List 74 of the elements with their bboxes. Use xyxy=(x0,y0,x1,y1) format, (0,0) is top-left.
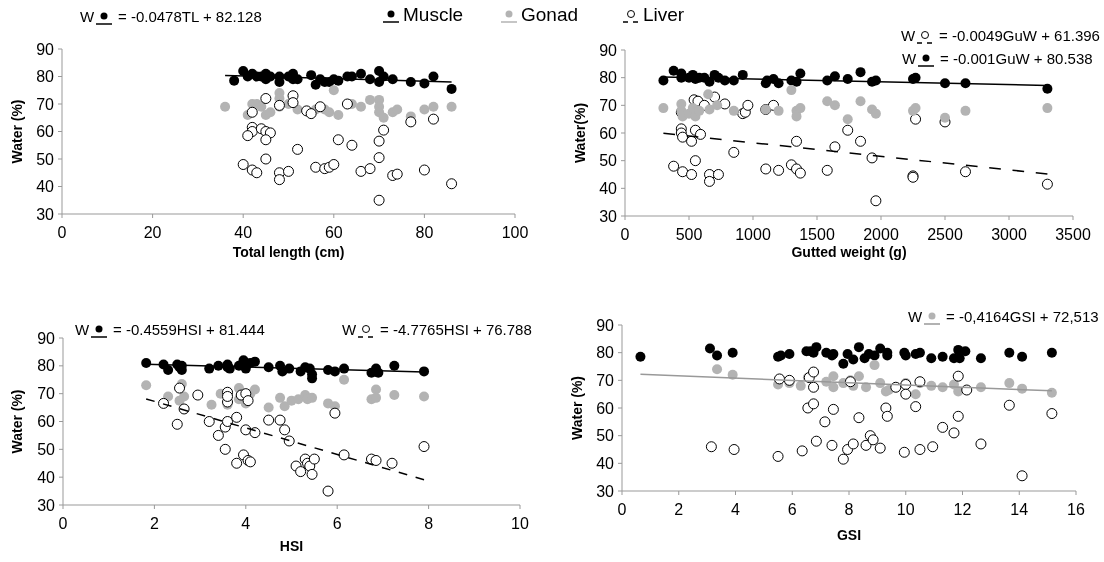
y-axis-title: Water (%) xyxy=(9,99,25,164)
y-tick-label: 40 xyxy=(596,454,615,472)
y-tick-label: 40 xyxy=(599,179,618,197)
y-tick-label: 60 xyxy=(37,413,56,430)
x-tick-label: 10 xyxy=(511,515,529,532)
y-tick-label: 90 xyxy=(599,41,618,59)
y-axis-title: Water (%) xyxy=(9,389,25,454)
y-tick-label: 60 xyxy=(596,399,615,417)
y-tick-label: 50 xyxy=(36,150,55,168)
y-axis-title: Water (%) xyxy=(569,375,585,441)
legend-label: Gonad xyxy=(521,4,579,25)
text: W = -0.4559HSI + 81.444 xyxy=(75,321,265,338)
y-tick-label: 60 xyxy=(599,124,618,142)
y-tick-label: 70 xyxy=(599,96,618,114)
y-tick-label: 30 xyxy=(36,205,55,223)
text: W = -0,4164GSI + 72,513 xyxy=(908,308,1099,325)
legend-label: Muscle xyxy=(403,4,464,25)
y-tick-label: 60 xyxy=(36,123,55,140)
x-tick-label: 1500 xyxy=(799,226,835,243)
y-tick-label: 70 xyxy=(37,385,56,403)
x-tick-label: 8 xyxy=(844,501,854,518)
x-axis-title: HSI xyxy=(279,538,304,554)
y-tick-label: 50 xyxy=(599,152,618,170)
x-tick-label: 10 xyxy=(896,501,915,518)
x-tick-label: 0 xyxy=(57,224,67,241)
x-tick-label: 1000 xyxy=(735,226,771,243)
y-tick-label: 30 xyxy=(37,496,56,514)
x-tick-label: 6 xyxy=(332,515,342,532)
y-tick-label: 80 xyxy=(599,69,618,87)
x-tick-label: 20 xyxy=(143,224,162,241)
x-tick-label: 2500 xyxy=(927,226,963,243)
x-tick-label: 80 xyxy=(415,224,434,241)
x-axis-title: GSI xyxy=(836,527,862,543)
y-tick-label: 40 xyxy=(37,468,56,486)
x-tick-label: 12 xyxy=(953,501,972,518)
x-tick-label: 3000 xyxy=(991,226,1027,243)
x-tick-label: 0 xyxy=(620,226,630,243)
y-tick-label: 40 xyxy=(36,178,55,195)
y-tick-label: 90 xyxy=(37,329,56,347)
x-tick-label: 16 xyxy=(1067,501,1085,518)
y-tick-label: 70 xyxy=(596,371,615,389)
y-tick-label: 50 xyxy=(596,427,615,445)
x-tick-label: 2 xyxy=(149,515,159,532)
text: W = -4.7765HSI + 76.788 xyxy=(342,321,532,338)
x-tick-label: 40 xyxy=(234,224,253,241)
x-tick-label: 4 xyxy=(731,501,741,518)
x-tick-label: 60 xyxy=(324,224,343,241)
x-tick-label: 100 xyxy=(501,224,529,241)
x-tick-label: 6 xyxy=(787,501,797,518)
x-axis-title: Total length (cm) xyxy=(232,244,345,260)
y-tick-label: 90 xyxy=(36,40,55,58)
x-tick-label: 4 xyxy=(241,515,251,532)
x-tick-label: 14 xyxy=(1010,501,1029,518)
text: W = -0.0049GuW + 61.396 xyxy=(901,27,1100,44)
x-tick-label: 500 xyxy=(675,226,703,243)
x-tick-label: 3500 xyxy=(1055,226,1091,243)
y-tick-label: 90 xyxy=(596,316,615,334)
x-tick-label: 2 xyxy=(674,501,684,518)
y-tick-label: 80 xyxy=(36,68,55,85)
y-axis-title: Water(%) xyxy=(572,102,588,164)
text: W = -0.001GuW + 80.538 xyxy=(902,50,1093,67)
y-tick-label: 70 xyxy=(36,95,55,113)
y-tick-label: 80 xyxy=(596,344,615,362)
text: W = -0.0478TL + 82.128 xyxy=(80,8,262,25)
x-tick-label: 0 xyxy=(617,501,627,518)
legend-label: Liver xyxy=(643,4,685,25)
x-tick-label: 0 xyxy=(58,515,68,532)
x-axis-title: Gutted weight (g) xyxy=(791,244,907,260)
y-tick-label: 30 xyxy=(596,482,615,500)
y-tick-label: 50 xyxy=(37,440,56,458)
x-tick-label: 8 xyxy=(424,515,434,532)
y-tick-label: 80 xyxy=(37,357,56,375)
x-tick-label: 2000 xyxy=(863,226,899,243)
y-tick-label: 30 xyxy=(599,207,618,225)
